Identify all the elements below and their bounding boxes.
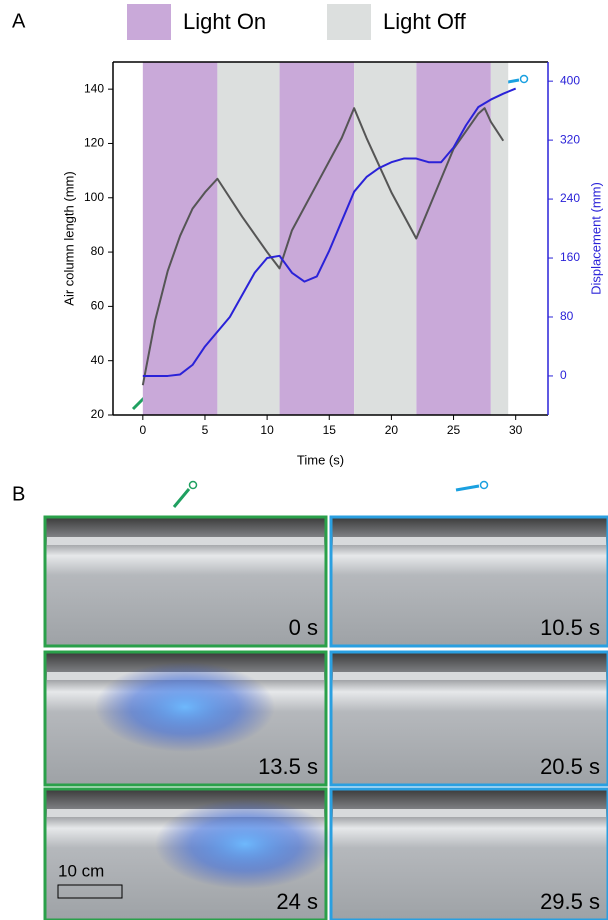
photo-time: 13.5 s (258, 754, 318, 779)
y2-tick-label: 320 (560, 132, 580, 146)
y-tick-label: 60 (91, 299, 105, 313)
photos: 0 s 10.5 s 13.5 s 20.5 s 24 s 29.5 s 10 cm (43, 515, 608, 920)
y-tick-label: 40 (91, 353, 105, 367)
data-line (141, 107, 505, 386)
tank-rail (333, 672, 606, 680)
x-axis-title: Time (s) (297, 452, 344, 467)
y-axis-title: Air column length (mm) (61, 171, 76, 305)
legend-label: Light On (183, 9, 266, 34)
x-tick-label: 10 (260, 423, 274, 437)
x-tick-label: 20 (385, 423, 399, 437)
chart: Light On Light Off 0 5 10 15 20 25 30 20 40 60 80 100… (61, 4, 603, 467)
panel-label: B (12, 483, 25, 505)
light-region (416, 62, 491, 415)
panel-label: A (12, 10, 26, 32)
photo-time: 20.5 s (540, 754, 600, 779)
legend-swatch (127, 4, 171, 40)
x-tick-label: 25 (447, 423, 461, 437)
y2-tick-label: 0 (560, 368, 567, 382)
y2-axis-title: Displacement (mm) (588, 182, 603, 295)
scale-bar (57, 884, 123, 899)
photo-time: 24 s (276, 889, 318, 914)
x-tick-label: 0 (139, 423, 146, 437)
photo-time: 0 s (289, 615, 318, 640)
light-glow (155, 799, 335, 889)
light-glow (95, 662, 275, 752)
data-line (142, 87, 517, 377)
series-group (141, 87, 517, 386)
photo-time: 10.5 s (540, 615, 600, 640)
y2-tick-label: 80 (560, 309, 574, 323)
y-tick-label: 80 (91, 244, 105, 258)
x-tick-label: 15 (323, 423, 337, 437)
x-tick-label: 5 (202, 423, 209, 437)
y2-tick-label: 400 (560, 73, 580, 87)
legend-swatch (327, 4, 371, 40)
scale-label: 10 cm (58, 861, 104, 880)
tank-rail (333, 537, 606, 545)
photo-time: 29.5 s (540, 889, 600, 914)
photo (43, 515, 328, 648)
y-tick-label: 20 (91, 407, 105, 421)
y2-tick-label: 240 (560, 191, 580, 205)
light-region (490, 62, 509, 415)
y2-tick-label: 160 (560, 250, 580, 264)
y-tick-label: 140 (84, 81, 104, 95)
tank-rail (333, 809, 606, 817)
y-tick-label: 120 (84, 136, 104, 150)
light-region (354, 62, 417, 415)
light-region (279, 62, 355, 415)
x-tick-label: 30 (509, 423, 523, 437)
light-region (217, 62, 280, 415)
y-tick-label: 100 (84, 190, 104, 204)
legend-label: Light Off (383, 9, 467, 34)
tank-rail (47, 537, 324, 545)
